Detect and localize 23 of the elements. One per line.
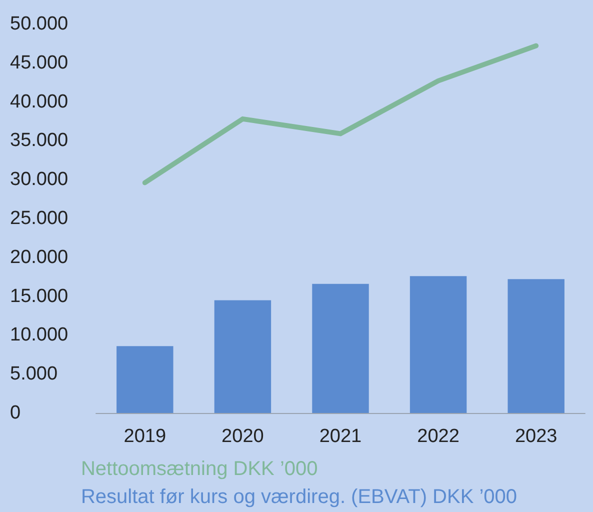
text: Resultat før kurs og værdireg. (EBVAT) DKK ’000 bbox=[80, 486, 518, 508]
y-tick-label: 0 bbox=[10, 402, 21, 424]
y-tick-label: 10.000 bbox=[10, 324, 68, 346]
bar bbox=[312, 284, 369, 413]
x-tick-label: 2020 bbox=[222, 426, 264, 447]
y-tick-label: 20.000 bbox=[10, 246, 68, 268]
y-tick-label: 25.000 bbox=[10, 208, 68, 229]
x-tick-label: 2019 bbox=[124, 426, 166, 447]
y-tick-label: 30.000 bbox=[10, 169, 68, 190]
x-tick-label: 2022 bbox=[417, 426, 460, 447]
bar bbox=[410, 276, 467, 413]
y-tick-label: 45.000 bbox=[10, 52, 68, 74]
bar bbox=[508, 279, 564, 413]
x-tick-label: 2021 bbox=[319, 426, 362, 447]
x-tick-label: 2023 bbox=[514, 426, 558, 447]
y-tick-label: 40.000 bbox=[10, 91, 68, 112]
text: Nettoomsætning DKK ’000 bbox=[80, 458, 318, 480]
bar bbox=[116, 346, 174, 413]
y-tick-label: 15.000 bbox=[10, 286, 68, 307]
bar bbox=[214, 300, 272, 413]
y-tick-label: 50.000 bbox=[10, 14, 68, 34]
y-tick-label: 35.000 bbox=[10, 130, 68, 152]
y-tick-label: 5.000 bbox=[10, 364, 58, 385]
